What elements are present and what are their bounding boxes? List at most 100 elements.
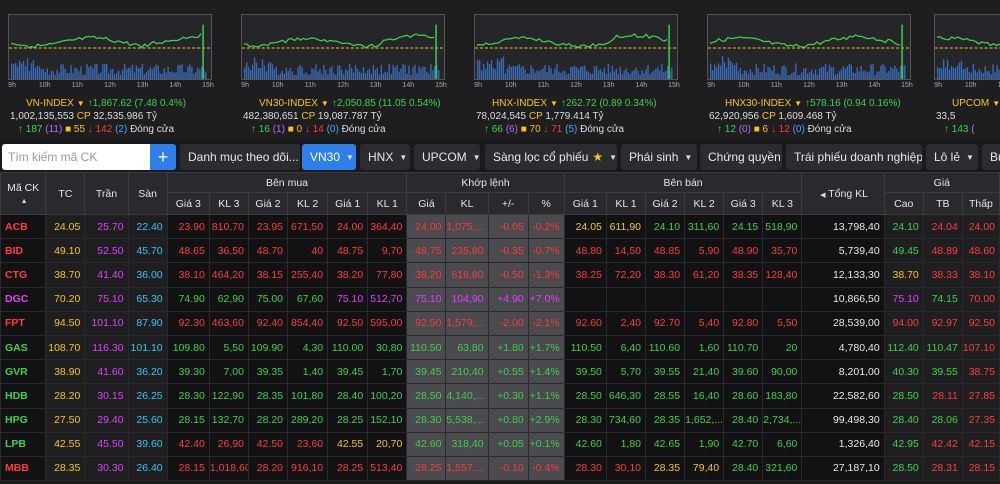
stock-screener-button[interactable]: Sàng lọc cổ phiếu ★ ▼ <box>485 144 617 170</box>
chevron-down-icon[interactable]: ▼ <box>320 99 329 108</box>
chevron-down-icon: ▼ <box>609 152 617 162</box>
index-breadth-line: ↑ 143 ( <box>944 124 975 135</box>
ref-price-cell: 38.90 <box>45 359 86 385</box>
floor-price-cell: 45.70 <box>127 238 168 264</box>
ask-cell: 110.60 <box>644 334 686 361</box>
derivatives-tab[interactable]: Phái sinh ▼ <box>621 144 697 170</box>
table-row[interactable]: BID 49.10 52.50 45.70 48.65 36,50 48.70 40 48.75… <box>0 238 1000 264</box>
index-card[interactable]: 9h 10h 11h 12h 13h 14h 15h HNX30-INDEX ▼ ↑578.16 … <box>699 14 913 138</box>
market-status: Đóng cửa <box>580 124 625 135</box>
match-cell: -2.1% <box>527 310 565 336</box>
table-row[interactable]: HDB 28.20 30.15 26.25 28.30 122,90 28.35 101,80… <box>0 383 1000 409</box>
sort-left-icon: ◀ <box>820 191 826 199</box>
ref-price-cell: 94.50 <box>45 310 86 336</box>
tab-upcom[interactable]: UPCOM ▼ <box>414 144 480 170</box>
bid-cell: 40 <box>287 238 329 264</box>
match-cell: 110.50 <box>406 334 447 361</box>
tab-upcom-label: UPCOM <box>422 150 467 164</box>
time-tick-label: 11h <box>770 82 782 89</box>
symbol-cell[interactable]: DGC <box>0 286 47 312</box>
bid-cell: 39.30 <box>166 359 210 385</box>
chevron-down-icon[interactable]: ▼ <box>794 99 803 108</box>
table-row[interactable]: DGC 70.20 75.10 65.30 74.90 62,90 75.00 67,60 75… <box>0 286 1000 312</box>
total-volume-cell: 4,780,40 <box>801 334 885 361</box>
ask-cell: 110.70 <box>723 334 764 361</box>
index-breadth-line: ↑ 12 (0) ■ 6 ↓ 12 (0) Đóng cửa <box>717 124 852 135</box>
watchlist-dropdown[interactable]: Danh mục theo dõi... <box>180 144 300 170</box>
index-change: (0.89 0.34%) <box>599 98 657 109</box>
header-total-volume[interactable]: ◀ Tổng KL <box>801 172 885 215</box>
hilo-price-cell: 38.10 <box>961 262 1000 288</box>
table-row[interactable]: MBB 28.35 30.30 26.40 28.15 1,018,60 28.20 916,… <box>0 455 1000 482</box>
symbol-cell[interactable]: CTG <box>0 262 47 288</box>
declines-count: 71 <box>551 124 563 135</box>
corporate-bonds-tab[interactable]: Trái phiếu doanh nghiệp <box>786 144 922 170</box>
table-row[interactable]: FPT 94.50 101.10 87.90 92.30 463,60 92.40 854,4… <box>0 310 1000 336</box>
header-symbol-label: Mã CK <box>7 181 40 194</box>
symbol-cell[interactable]: BID <box>0 238 47 264</box>
chevron-down-icon[interactable]: ▼ <box>992 99 1000 108</box>
ask-cell: 42.60 <box>563 431 607 457</box>
match-cell: +0.80 <box>487 407 529 433</box>
header-symbol[interactable]: Mã CK ▲ <box>0 172 47 215</box>
ref-price-cell: 70.20 <box>45 286 86 312</box>
ask-cell: 1,652,... <box>684 407 725 433</box>
index-card[interactable]: 9h 10h 11h 12h 13h 14h 15h VN30-INDEX ▼ ↑2,050.85… <box>233 14 447 138</box>
index-volume-line: 62,920,956 CP 1,609.468 Tỷ <box>709 111 837 122</box>
table-row[interactable]: HPG 27.50 29.40 25.60 28.15 132,70 28.20 289,20… <box>0 407 1000 433</box>
table-row[interactable]: GAS 108.70 116.30 101.10 109.80 5,50 109.90 4,3… <box>0 334 1000 361</box>
bid-cell: 28.40 <box>327 383 369 409</box>
match-cell: 42.60 <box>406 431 447 457</box>
index-card[interactable]: 9h10h11h12h13h14h15hUPCOM▼↑ 33,5↑ 143 ( <box>926 14 1000 138</box>
hilo-price-cell: 49.45 <box>883 238 924 264</box>
time-tick-label: 14h <box>402 82 415 89</box>
tab-vn30[interactable]: VN30 ▼ <box>302 144 356 170</box>
more-tab[interactable]: Bu <box>982 144 1000 170</box>
toolbar: + Danh mục theo dõi... VN30 ▼ HNX ▼ UPCOM ▼… <box>0 142 1000 172</box>
symbol-cell[interactable]: HDB <box>0 383 47 409</box>
covered-warrant-tab[interactable]: Chứng quyền <box>700 144 782 170</box>
corporate-bonds-label: Trái phiếu doanh nghiệp <box>794 150 922 164</box>
floor-price-cell: 36.00 <box>127 262 168 288</box>
declines-count: 142 <box>95 124 113 135</box>
hilo-price-cell: 94.00 <box>883 310 924 336</box>
table-row[interactable]: GVR 38.90 41.60 36.20 39.30 7,00 39.35 1,40 39.4… <box>0 359 1000 385</box>
match-cell: 63,80 <box>445 334 489 361</box>
arrow-down-icon: ↓ <box>768 124 779 135</box>
symbol-cell[interactable]: LPB <box>0 431 47 457</box>
odd-lot-tab[interactable]: Lô lẻ ▼ <box>926 144 978 170</box>
index-card[interactable]: 9h 10h 11h 12h 13h 14h 15h HNX-INDEX ▼ ↑262.72 (0… <box>466 14 680 138</box>
index-summary-line: VN-INDEX ▼ ↑1,867.62 (7.48 0.4%) <box>26 98 186 109</box>
symbol-cell[interactable]: ACB <box>0 213 47 240</box>
index-card[interactable]: 9h 10h 11h 12h 13h 14h 15h VN-INDEX ▼ ↑1,867.62 (… <box>0 14 214 138</box>
table-row[interactable]: ACB 24.05 25.70 22.40 23.90 810,70 23.95 671,50… <box>0 213 1000 240</box>
add-symbol-button[interactable]: + <box>150 144 176 170</box>
arrow-up-icon: ↑ <box>484 124 492 135</box>
bid-cell: 132,70 <box>208 407 249 433</box>
search-input[interactable] <box>2 144 150 170</box>
symbol-cell[interactable]: FPT <box>0 310 47 336</box>
symbol-cell[interactable]: GAS <box>0 334 47 361</box>
bid-cell: 4,30 <box>287 334 329 361</box>
match-cell: +1.4% <box>527 359 565 385</box>
tab-hnx[interactable]: HNX ▼ <box>360 144 410 170</box>
table-row[interactable]: LPB 42.55 45.50 39.60 42.40 26,90 42.50 23,60 42… <box>0 431 1000 457</box>
bid-cell: 42.40 <box>166 431 210 457</box>
time-tick-label: 9h <box>707 82 715 89</box>
symbol-cell[interactable]: MBB <box>0 455 47 482</box>
tab-hnx-label: HNX <box>368 150 394 164</box>
index-name: VN30-INDEX <box>259 98 318 109</box>
chevron-down-icon[interactable]: ▼ <box>550 99 558 108</box>
ceiling-price-cell: 45.50 <box>84 431 129 457</box>
match-cell: +0.55 <box>487 359 529 385</box>
table-row[interactable]: CTG 38.70 41.40 36.00 38.10 464,20 38.15 255,40… <box>0 262 1000 288</box>
ask-cell: 611,90 <box>605 213 647 240</box>
chevron-down-icon[interactable]: ▼ <box>76 99 85 108</box>
symbol-cell[interactable]: HPG <box>0 407 47 433</box>
index-unit: Tỷ <box>370 111 382 122</box>
ask-cell: 20 <box>762 334 803 361</box>
symbol-cell[interactable]: GVR <box>0 359 47 385</box>
bid-cell: 100,20 <box>367 383 408 409</box>
